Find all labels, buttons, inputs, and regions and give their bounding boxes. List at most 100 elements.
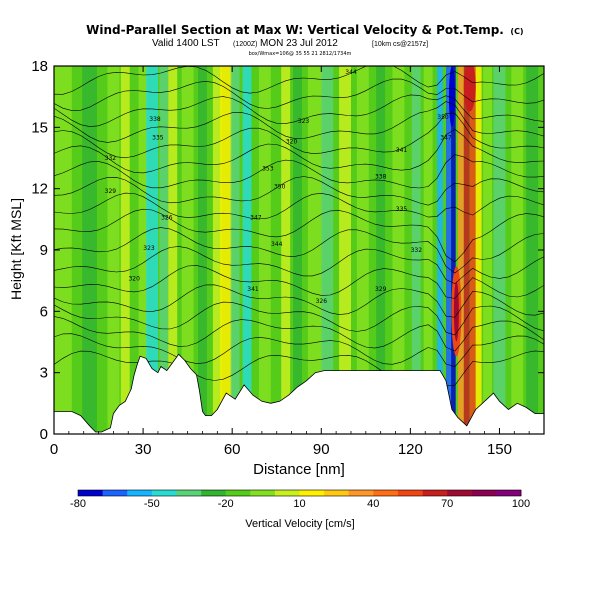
contour-label: 338 bbox=[149, 116, 161, 123]
y-axis-label: Height [Kft MSL] bbox=[8, 198, 24, 300]
contour-labels: 320 323 326 329 332 335 338 341 344 347 350 353 320 3… bbox=[105, 69, 452, 305]
velocity-streak-4 bbox=[138, 66, 148, 434]
contour-label: 347 bbox=[250, 214, 262, 221]
colorbar-swatch bbox=[201, 490, 227, 496]
contour-line-10 bbox=[54, 176, 544, 206]
colorbar-swatch bbox=[299, 490, 325, 496]
velocity-streak-29 bbox=[463, 66, 470, 434]
velocity-streak-1 bbox=[82, 66, 97, 434]
velocity-streak-28 bbox=[457, 66, 464, 434]
x-tick-label: 60 bbox=[224, 441, 241, 458]
colorbar-tick-label: 70 bbox=[441, 498, 453, 510]
contour-label: 323 bbox=[143, 245, 155, 252]
velocity-streak-22 bbox=[392, 66, 405, 434]
velocity-streak-0 bbox=[54, 66, 72, 434]
contour-line-0 bbox=[54, 350, 544, 386]
velocity-streak-5 bbox=[146, 66, 158, 434]
contour-label: 350 bbox=[274, 184, 286, 191]
y-tick-label: 12 bbox=[31, 181, 48, 198]
contour-label: 344 bbox=[345, 69, 357, 76]
colorbar-label: Vertical Velocity [cm/s] bbox=[245, 518, 354, 530]
velocity-streak-15 bbox=[281, 66, 291, 434]
contour-label: 353 bbox=[262, 165, 274, 172]
velocity-streak-7 bbox=[168, 66, 178, 434]
contour-label: 341 bbox=[396, 147, 408, 154]
contour-label: 320 bbox=[286, 139, 298, 146]
updraft-core-inner bbox=[453, 281, 459, 342]
velocity-streak-18 bbox=[321, 66, 334, 434]
run-info: [10km cs@2157z] bbox=[372, 41, 428, 48]
x-tick-label: 30 bbox=[135, 441, 152, 458]
y-tick-label: 0 bbox=[40, 426, 48, 443]
contour-label: 350 bbox=[437, 114, 449, 121]
upper-downdraft bbox=[448, 66, 455, 127]
y-tick-label: 15 bbox=[31, 119, 48, 136]
velocity-streak-10 bbox=[212, 66, 222, 434]
x-tick-label: 90 bbox=[313, 441, 330, 458]
velocity-streak-30 bbox=[469, 66, 476, 434]
theta-contours bbox=[54, 66, 544, 386]
contour-line-15 bbox=[54, 94, 544, 127]
colorbar-swatch bbox=[471, 490, 497, 496]
contour-line-11 bbox=[54, 154, 544, 189]
contour-line-1 bbox=[54, 333, 544, 368]
contour-label: 326 bbox=[161, 214, 173, 221]
colorbar-swatch bbox=[274, 490, 300, 496]
velocity-streak-16 bbox=[293, 66, 302, 434]
contour-label: 329 bbox=[375, 286, 387, 293]
contour-label: 320 bbox=[128, 276, 140, 283]
contour-line-9 bbox=[54, 192, 544, 220]
colorbar-swatch bbox=[447, 490, 473, 496]
colorbar-swatch bbox=[422, 490, 448, 496]
velocity-field bbox=[54, 66, 539, 434]
valid-label: Valid 1400 LST bbox=[152, 38, 220, 49]
velocity-streak-23 bbox=[411, 66, 421, 434]
contour-line-14 bbox=[54, 101, 544, 143]
velocity-streak-32 bbox=[483, 66, 492, 434]
colorbar-swatch bbox=[102, 490, 128, 496]
colorbar-tick-label: 40 bbox=[367, 498, 379, 510]
chart-title: Wind-Parallel Section at Max W: Vertical… bbox=[86, 23, 504, 37]
colorbar-tick-label: -20 bbox=[218, 498, 234, 510]
velocity-streak-8 bbox=[181, 66, 194, 434]
contour-label: 332 bbox=[105, 155, 117, 162]
colorbar-swatch bbox=[324, 490, 350, 496]
x-axis-label: Distance [nm] bbox=[253, 461, 345, 478]
upper-updraft bbox=[463, 66, 476, 112]
plot-area: 320 323 326 329 332 335 338 341 344 347 350 353 320 3… bbox=[54, 66, 544, 434]
velocity-streak-21 bbox=[376, 66, 386, 434]
colorbar-swatch bbox=[151, 490, 177, 496]
contour-line-3 bbox=[54, 301, 544, 336]
velocity-streak-3 bbox=[120, 66, 130, 434]
colorbar: -80 -50 -20 10 40 70 100 bbox=[70, 489, 530, 510]
velocity-streak-35 bbox=[526, 66, 539, 434]
contour-line-2 bbox=[54, 316, 544, 352]
contour-line-16 bbox=[54, 78, 544, 111]
contour-label: 332 bbox=[411, 247, 423, 254]
velocity-streak-26 bbox=[446, 66, 452, 434]
colorbar-tick-label: 10 bbox=[293, 498, 305, 510]
velocity-streak-27 bbox=[451, 66, 456, 434]
velocity-streak-13 bbox=[242, 66, 252, 434]
contour-label: 341 bbox=[247, 286, 259, 293]
valid-time-code: (1200Z) bbox=[233, 41, 258, 48]
colorbar-swatch bbox=[127, 490, 153, 496]
contour-label: 326 bbox=[316, 298, 328, 305]
colorbar-swatch bbox=[250, 490, 276, 496]
velocity-streak-33 bbox=[493, 66, 506, 434]
contour-label: 344 bbox=[271, 241, 283, 248]
contour-line-4 bbox=[54, 284, 544, 318]
y-tick-label: 18 bbox=[31, 58, 48, 75]
contour-label: 323 bbox=[298, 118, 310, 125]
terrain bbox=[54, 353, 544, 434]
colorbar-swatch bbox=[373, 490, 399, 496]
contour-label: 338 bbox=[375, 173, 387, 180]
contour-line-8 bbox=[54, 208, 544, 263]
colorbar-tick-label: -80 bbox=[70, 498, 86, 510]
valid-date: MON 23 Jul 2012 bbox=[260, 38, 338, 49]
colorbar-swatch bbox=[496, 490, 522, 496]
colorbar-tick-label: -50 bbox=[144, 498, 160, 510]
y-tick-label: 3 bbox=[40, 365, 48, 382]
contour-line-13 bbox=[54, 112, 544, 159]
